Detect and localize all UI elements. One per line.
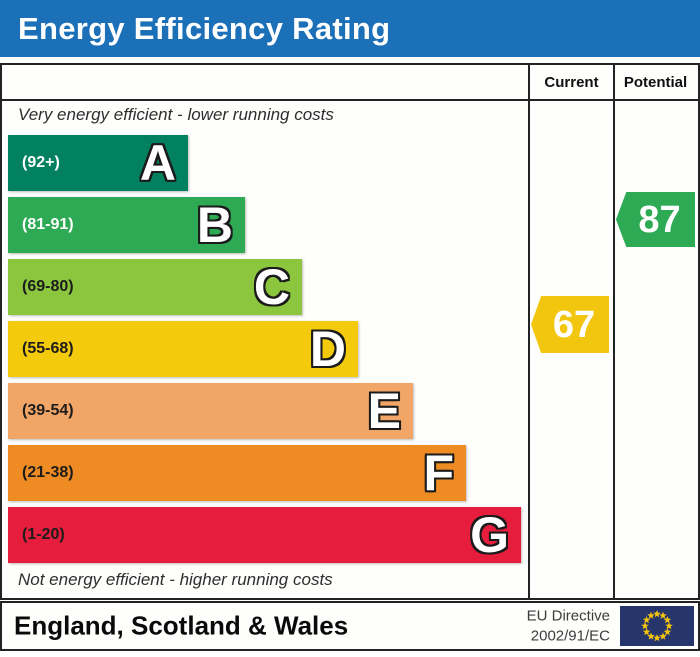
band-a-range: (92+): [22, 154, 60, 171]
current-rating-marker: 67: [531, 296, 609, 353]
header-separator: [2, 99, 698, 101]
band-c-letter: C: [253, 259, 290, 315]
band-c-range: (69-80): [22, 278, 74, 295]
potential-column-divider: [613, 65, 615, 598]
band-e-range: (39-54): [22, 402, 74, 419]
band-b-letter: B: [196, 197, 233, 253]
potential-column-header: Potential: [623, 73, 688, 91]
caption-not-efficient: Not energy efficient - higher running co…: [18, 570, 333, 589]
band-g-letter: G: [470, 507, 509, 563]
potential-rating-value: 87: [638, 198, 681, 241]
band-f-letter: F: [423, 445, 454, 501]
current-column-divider: [528, 65, 530, 598]
band-d-letter: D: [309, 321, 346, 377]
band-a: (92+) A: [8, 135, 188, 191]
band-f-range: (21-38): [22, 464, 74, 481]
band-a-letter: A: [139, 135, 176, 191]
current-rating-value: 67: [552, 303, 596, 346]
page-title: Energy Efficiency Rating: [18, 10, 391, 46]
rating-table: Current Potential Very energy efficient …: [0, 63, 700, 600]
band-f: (21-38) F: [8, 445, 466, 501]
region-label: England, Scotland & Wales: [14, 610, 349, 641]
eu-flag-icon: [620, 606, 694, 646]
band-g: (1-20) G: [8, 507, 521, 563]
band-c: (69-80) C: [8, 259, 302, 315]
footer: England, Scotland & Wales EU Directive 2…: [0, 601, 700, 651]
current-column-header: Current: [544, 73, 599, 91]
title-bar: Energy Efficiency Rating: [0, 0, 700, 57]
band-g-range: (1-20): [22, 526, 65, 543]
eu-directive-line1: EU Directive: [526, 607, 610, 625]
band-b-range: (81-91): [22, 216, 74, 233]
caption-very-efficient: Very energy efficient - lower running co…: [18, 105, 334, 124]
band-d: (55-68) D: [8, 321, 358, 377]
band-e: (39-54) E: [8, 383, 413, 439]
eu-directive-label: EU Directive 2002/91/EC: [527, 607, 610, 646]
band-d-range: (55-68): [22, 340, 74, 357]
eu-directive-line2: 2002/91/EC: [530, 627, 610, 644]
band-b: (81-91) B: [8, 197, 245, 253]
band-e-letter: E: [367, 383, 401, 439]
potential-rating-marker: 87: [616, 192, 695, 247]
